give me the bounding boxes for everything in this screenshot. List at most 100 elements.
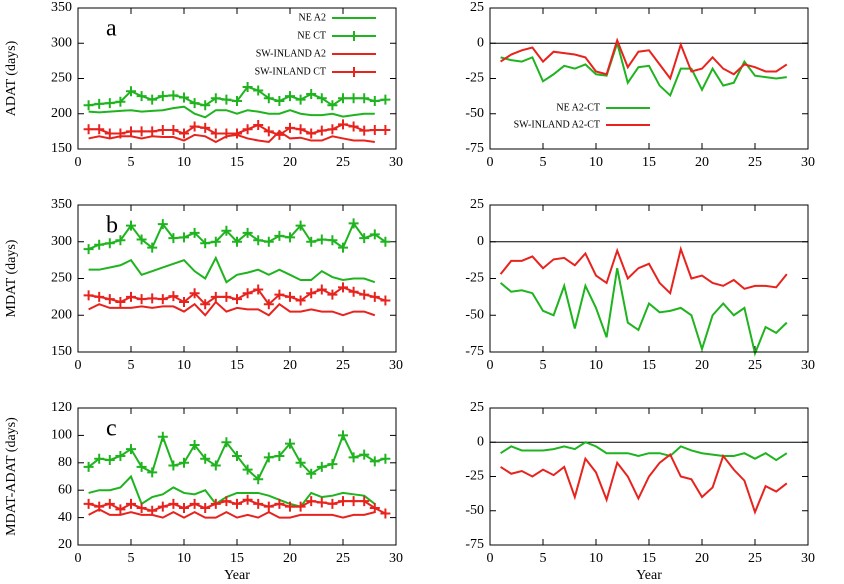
point-marker: [338, 430, 348, 441]
point-marker: [380, 94, 391, 105]
point-marker: [263, 93, 274, 104]
y-tick-label: 60: [58, 482, 72, 497]
y-tick-label: 300: [51, 35, 72, 50]
point-marker: [157, 294, 168, 305]
point-marker: [348, 286, 359, 297]
point-marker: [157, 431, 168, 442]
series-line: [500, 453, 788, 515]
point-marker: [200, 503, 211, 514]
x-tick-label: 0: [487, 358, 494, 373]
point-marker: [316, 461, 327, 472]
point-marker: [232, 96, 242, 107]
panel: -75 -50 -25 0 25 0 5 10 15 20 25 30 NE A2-CT SW-INLAN…: [465, 0, 815, 170]
y-tick-label: 120: [51, 400, 72, 415]
point-marker: [115, 235, 126, 246]
y-tick-label: 150: [51, 141, 72, 156]
point-marker: [232, 128, 242, 139]
series-line: [500, 39, 787, 98]
point-marker: [242, 227, 253, 238]
point-marker: [157, 124, 168, 135]
point-marker: [306, 89, 317, 100]
point-marker: [94, 501, 105, 512]
point-marker: [200, 100, 211, 111]
point-marker: [200, 453, 211, 464]
point-marker: [316, 284, 327, 295]
x-tick-label: 30: [389, 358, 403, 373]
panel-label: c: [106, 416, 117, 442]
point-marker: [295, 124, 306, 135]
point-marker: [306, 496, 317, 507]
point-marker: [115, 297, 126, 308]
point-marker: [210, 291, 221, 302]
point-marker: [369, 229, 380, 240]
point-marker: [263, 126, 274, 137]
point-marker: [274, 289, 285, 300]
series-line: [500, 37, 788, 81]
series-line: [88, 508, 376, 519]
point-marker: [316, 234, 327, 245]
point-marker: [83, 244, 94, 255]
legend-label: SW-INLAND A2: [256, 48, 326, 59]
point-marker: [115, 504, 126, 515]
point-marker: [263, 236, 274, 247]
point-marker: [380, 295, 391, 306]
point-marker: [210, 128, 221, 139]
x-tick-label: 20: [695, 358, 709, 373]
legend-marker: [349, 31, 359, 41]
point-marker: [359, 233, 370, 244]
y-axis-label: MDAT-ADAT (days): [4, 417, 19, 536]
x-tick-label: 15: [230, 155, 244, 170]
y-tick-label: 350: [51, 0, 72, 15]
point-marker: [189, 498, 200, 509]
point-marker: [147, 293, 158, 304]
point-marker: [348, 93, 359, 104]
point-marker: [94, 239, 105, 250]
point-marker: [295, 457, 306, 468]
y-tick-label: -50: [465, 106, 484, 121]
point-marker: [263, 501, 274, 512]
point-marker: [168, 90, 179, 101]
point-marker: [189, 439, 200, 450]
legend-marker: [349, 67, 359, 77]
point-marker: [327, 124, 338, 135]
point-marker: [295, 94, 306, 105]
x-tick-label: 10: [177, 358, 191, 373]
series-line: [88, 300, 376, 317]
point-marker: [179, 232, 189, 243]
y-tick-label: 80: [58, 455, 72, 470]
point-marker: [263, 299, 274, 310]
x-tick-label: 10: [589, 358, 603, 373]
point-marker: [83, 100, 94, 111]
x-tick-label: 5: [128, 155, 135, 170]
point-marker: [369, 503, 380, 514]
x-tick-label: 0: [75, 358, 82, 373]
point-marker: [253, 235, 264, 246]
point-marker: [380, 453, 391, 464]
series-line: [88, 105, 375, 119]
x-tick-label: 5: [540, 358, 547, 373]
series-line: [500, 441, 788, 462]
x-tick-label: 30: [389, 155, 403, 170]
point-marker: [136, 461, 147, 472]
point-marker: [221, 496, 232, 507]
point-marker: [327, 289, 338, 300]
point-marker: [221, 437, 232, 448]
point-marker: [253, 474, 264, 485]
panel: -75 -50 -25 0 25 0 5 10 15 20 25 30 Year: [465, 400, 815, 583]
point-marker: [295, 501, 306, 512]
y-tick-label: 0: [477, 35, 484, 50]
point-marker: [316, 93, 327, 104]
point-marker: [338, 242, 348, 253]
point-marker: [126, 291, 136, 302]
x-axis-label: Year: [224, 568, 250, 583]
point-marker: [232, 450, 242, 461]
point-marker: [189, 98, 200, 109]
point-marker: [380, 236, 391, 247]
point-marker: [136, 91, 147, 102]
point-marker: [210, 460, 221, 471]
point-marker: [232, 294, 242, 305]
point-marker: [136, 294, 147, 305]
point-marker: [189, 227, 200, 238]
y-tick-label: -25: [465, 71, 484, 86]
